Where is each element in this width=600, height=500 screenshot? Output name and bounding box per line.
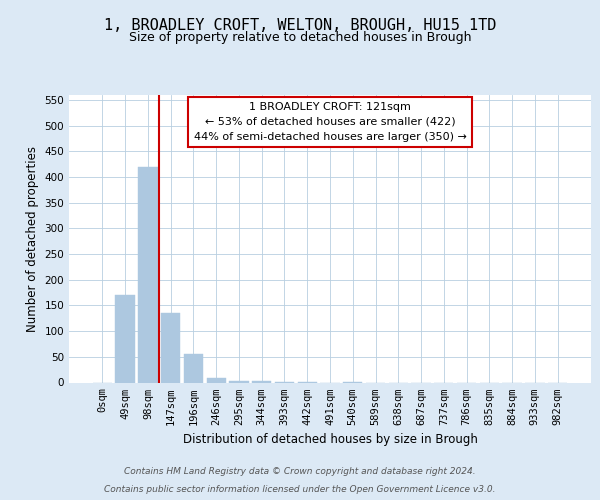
Text: Contains public sector information licensed under the Open Government Licence v3: Contains public sector information licen… bbox=[104, 485, 496, 494]
Bar bbox=[229, 381, 248, 382]
Text: Size of property relative to detached houses in Brough: Size of property relative to detached ho… bbox=[129, 31, 471, 44]
Bar bbox=[161, 313, 181, 382]
X-axis label: Distribution of detached houses by size in Brough: Distribution of detached houses by size … bbox=[182, 433, 478, 446]
Y-axis label: Number of detached properties: Number of detached properties bbox=[26, 146, 39, 332]
Bar bbox=[206, 378, 226, 382]
Text: 1, BROADLEY CROFT, WELTON, BROUGH, HU15 1TD: 1, BROADLEY CROFT, WELTON, BROUGH, HU15 … bbox=[104, 18, 496, 32]
Text: Contains HM Land Registry data © Crown copyright and database right 2024.: Contains HM Land Registry data © Crown c… bbox=[124, 467, 476, 476]
Bar bbox=[138, 167, 158, 382]
Bar bbox=[115, 295, 135, 382]
Bar bbox=[184, 354, 203, 382]
Text: 1 BROADLEY CROFT: 121sqm
← 53% of detached houses are smaller (422)
44% of semi-: 1 BROADLEY CROFT: 121sqm ← 53% of detach… bbox=[194, 102, 466, 142]
